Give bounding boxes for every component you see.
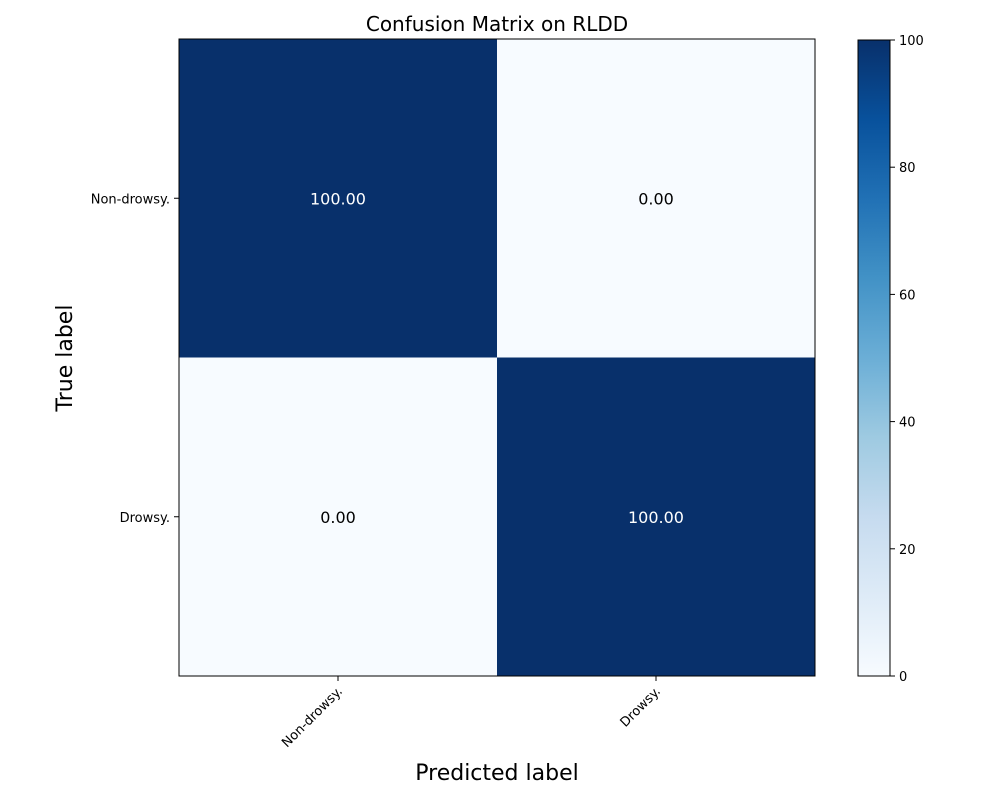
y-axis-label: True label — [53, 305, 78, 413]
cell-value-label-r0-c1: 0.00 — [638, 189, 674, 208]
cell-value-label-r0-c0: 100.00 — [310, 189, 366, 208]
y-tick-label: Drowsy. — [120, 511, 170, 526]
plot-frame — [178, 38, 816, 677]
x-tick-label: Drowsy. — [618, 684, 664, 730]
colorbar-tick-label: 60 — [899, 288, 916, 303]
colorbar-tick-label: 0 — [899, 670, 907, 685]
heatmap-cell-r0-c1 — [497, 39, 815, 358]
colorbar — [857, 39, 891, 677]
colorbar-ticks: 0 20 40 60 80 100 — [890, 34, 924, 685]
heatmap-cell-r1-c1 — [497, 357, 815, 676]
heatmap-cell-labels: 100.00 0.00 0.00 100.00 — [310, 189, 684, 527]
chart-title: Confusion Matrix on RLDD — [366, 12, 628, 36]
heatmap-cells — [179, 39, 815, 676]
colorbar-tick-label: 100 — [899, 34, 924, 49]
x-tick-label: Non-drowsy. — [279, 684, 346, 751]
heatmap-cell-r0-c0 — [179, 39, 497, 358]
x-axis-ticks: Non-drowsy. Drowsy. — [279, 676, 664, 751]
cell-value-label-r1-c0: 0.00 — [320, 508, 356, 527]
y-axis-ticks: Non-drowsy. Drowsy. — [91, 192, 179, 526]
colorbar-tick-label: 20 — [899, 543, 916, 558]
heatmap-cell-r1-c0 — [179, 357, 497, 676]
cell-value-label-r1-c1: 100.00 — [628, 508, 684, 527]
x-axis-label: Predicted label — [415, 761, 578, 786]
y-tick-label: Non-drowsy. — [91, 192, 170, 207]
colorbar-tick-label: 80 — [899, 161, 916, 176]
colorbar-tick-label: 40 — [899, 416, 916, 431]
